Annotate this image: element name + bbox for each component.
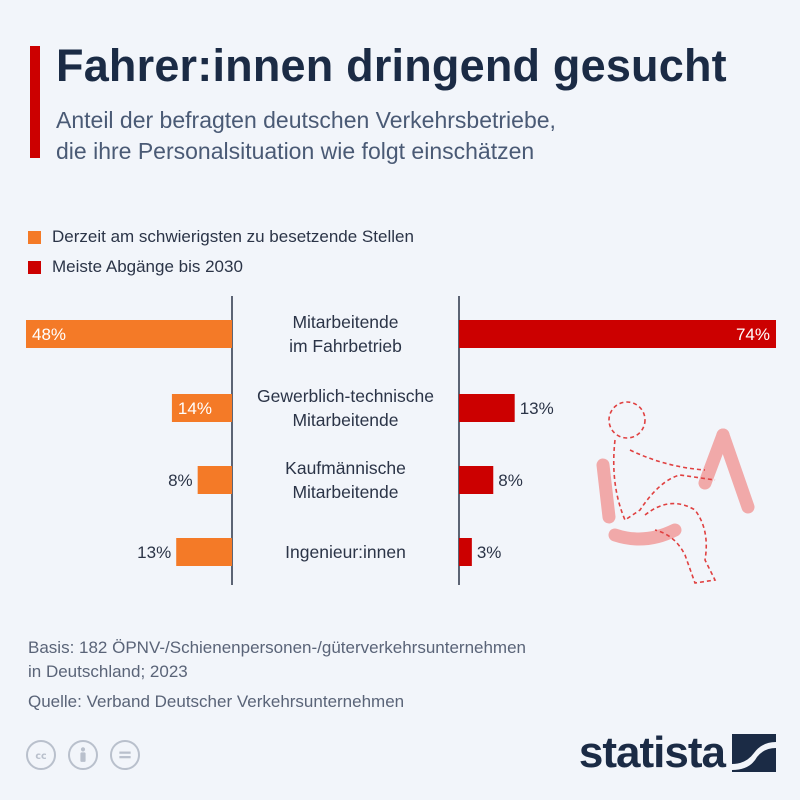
- category-label: Kaufmännische: [285, 458, 406, 478]
- by-person-icon[interactable]: [68, 740, 98, 770]
- category-label: Ingenieur:innen: [285, 542, 406, 562]
- data-label-right: 74%: [736, 325, 770, 344]
- bar-left: [26, 320, 232, 348]
- basis-line-2: in Deutschland; 2023: [28, 662, 188, 681]
- footer-notes: Basis: 182 ÖPNV-/Schienenpersonen-/güter…: [28, 636, 526, 714]
- butterfly-bar-chart: 48% 74% Mitarbeitende im Fahrbetrieb 14% 13% G…: [26, 296, 776, 585]
- data-label-right: 8%: [498, 471, 523, 490]
- nd-equals-icon[interactable]: [110, 740, 140, 770]
- driver-seat-illustration-icon: [596, 401, 755, 584]
- category-label: Mitarbeitende: [292, 312, 398, 332]
- data-label-left: 14%: [178, 399, 212, 418]
- legend: Derzeit am schwierigsten zu besetzende S…: [28, 222, 414, 282]
- statista-mark-icon: [732, 734, 776, 772]
- subtitle: Anteil der befragten deutschen Verkehrsb…: [56, 105, 756, 167]
- data-label-left: 8%: [168, 471, 193, 490]
- basis-line-1: Basis: 182 ÖPNV-/Schienenpersonen-/güter…: [28, 638, 527, 657]
- bar-left: [197, 466, 232, 494]
- legend-swatch-left: [28, 230, 41, 244]
- svg-text:cc: cc: [35, 751, 46, 762]
- category-label: Mitarbeitende: [292, 410, 398, 430]
- legend-label-left: Derzeit am schwierigsten zu besetzende S…: [52, 227, 414, 246]
- legend-item-right: Meiste Abgänge bis 2030: [28, 252, 414, 282]
- bar-left: [171, 394, 232, 422]
- category-label: im Fahrbetrieb: [289, 336, 402, 356]
- brand-name: statista: [578, 728, 726, 777]
- legend-item-left: Derzeit am schwierigsten zu besetzende S…: [28, 222, 414, 252]
- legend-label-right: Meiste Abgänge bis 2030: [52, 257, 243, 276]
- page-title: Fahrer:innen dringend gesucht: [56, 40, 727, 91]
- data-label-right: 13%: [520, 399, 554, 418]
- legend-swatch-right: [28, 260, 41, 274]
- license-icons: cc: [26, 740, 140, 770]
- bar-right: [459, 466, 494, 494]
- bar-left: [176, 538, 232, 566]
- data-label-left: 13%: [137, 543, 171, 562]
- brand-logo[interactable]: statista: [579, 728, 776, 778]
- bar-right: [459, 394, 515, 422]
- data-label-right: 3%: [477, 543, 502, 562]
- data-label-left: 48%: [32, 325, 66, 344]
- subtitle-line-2: die ihre Personalsituation wie folgt ein…: [56, 138, 535, 164]
- cc-icon[interactable]: cc: [26, 740, 56, 770]
- subtitle-line-1: Anteil der befragten deutschen Verkehrsb…: [56, 107, 556, 133]
- source-line: Quelle: Verband Deutscher Verkehrsuntern…: [28, 692, 405, 711]
- category-label: Mitarbeitende: [292, 482, 398, 502]
- category-label: Gewerblich-technische: [257, 386, 434, 406]
- bar-right: [459, 320, 776, 348]
- bar-right: [459, 538, 472, 566]
- title-accent-bar: [30, 46, 40, 158]
